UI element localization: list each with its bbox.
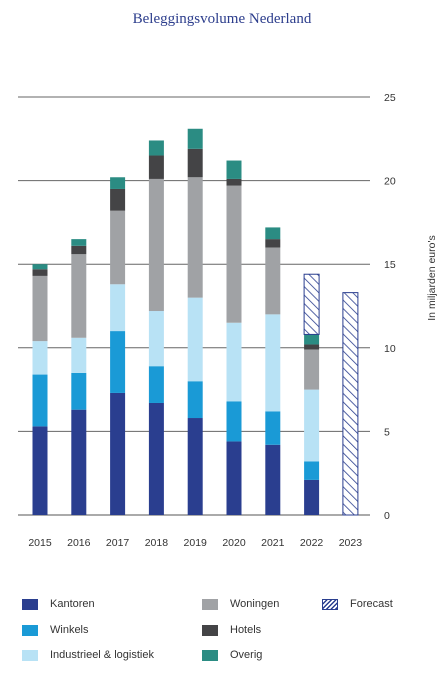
legend-swatch: [202, 625, 218, 636]
bar-segment: [148, 402, 164, 515]
y-tick-label: 25: [384, 92, 396, 104]
bar-segment: [265, 239, 281, 248]
bar-segment: [226, 322, 242, 402]
legend-label: Woningen: [230, 598, 280, 610]
y-tick-label: 20: [384, 176, 396, 188]
y-axis-label: In miljarden euro's: [426, 235, 438, 320]
bar-segment: [187, 297, 203, 382]
bar-segment: [32, 341, 48, 375]
bar-segment: [110, 392, 126, 515]
bar-segment: [71, 337, 87, 373]
bar-segment: [304, 349, 320, 390]
bar-segment: [265, 247, 281, 315]
bar-segment: [226, 178, 242, 186]
legend-swatch: [202, 650, 218, 661]
bar-segment: [110, 210, 126, 285]
bar-segment: [110, 331, 126, 393]
bar-segment: [32, 426, 48, 515]
x-tick-label: 2022: [300, 537, 324, 549]
bar-segment: [303, 273, 320, 335]
bar-segment: [187, 148, 203, 178]
bar-segment: [148, 140, 164, 156]
bar-segment: [32, 374, 48, 427]
legend-swatch: [322, 599, 338, 610]
bar-segment: [226, 160, 242, 179]
legend-label: Hotels: [230, 624, 262, 636]
y-tick-label: 15: [384, 259, 396, 271]
x-tick-label: 2019: [184, 537, 208, 549]
bar-segment: [265, 444, 281, 515]
bar-segment: [304, 344, 320, 350]
bar-segment: [110, 188, 126, 211]
legend-swatch: [22, 599, 38, 610]
legend-swatch: [22, 625, 38, 636]
bar-segment: [342, 292, 359, 516]
y-tick-label: 0: [384, 510, 390, 522]
bar-segment: [187, 418, 203, 515]
bar-segment: [148, 311, 164, 367]
bar-segment: [32, 269, 48, 276]
bar-segment: [32, 275, 48, 342]
bar-segment: [148, 366, 164, 403]
x-tick-label: 2016: [67, 537, 91, 549]
bar-segment: [265, 227, 281, 240]
bar-segment: [304, 334, 320, 345]
bar-segment: [265, 411, 281, 445]
bar-segment: [226, 401, 242, 442]
bar-segment: [148, 155, 164, 179]
bar-segment: [187, 177, 203, 298]
bar-segment: [304, 479, 320, 515]
x-tick-label: 2017: [106, 537, 130, 549]
x-tick-label: 2021: [261, 537, 285, 549]
bar-segment: [71, 245, 87, 255]
x-tick-label: 2015: [28, 537, 52, 549]
bar-segment: [265, 314, 281, 412]
bar-segment: [148, 178, 164, 312]
legend-label: Kantoren: [50, 598, 95, 610]
x-tick-label: 2020: [222, 537, 246, 549]
legend-swatch: [202, 599, 218, 610]
legend-swatch: [22, 650, 38, 661]
legend-label: Forecast: [350, 598, 393, 610]
bar-segment: [32, 264, 48, 270]
bar-segment: [110, 284, 126, 332]
bar-segment: [187, 128, 203, 149]
bar-segment: [71, 239, 87, 246]
bar-segment: [226, 185, 242, 323]
x-tick-label: 2023: [339, 537, 363, 549]
bar-segment: [71, 372, 87, 410]
legend-label: Industrieel & logistiek: [50, 649, 154, 661]
bar-segment: [71, 254, 87, 338]
legend-label: Winkels: [50, 624, 89, 636]
legend-label: Overig: [230, 649, 263, 661]
bar-segment: [304, 461, 320, 480]
bar-segment: [187, 381, 203, 419]
bar-segment: [304, 389, 320, 462]
y-tick-label: 5: [384, 426, 390, 438]
bar-segment: [71, 409, 87, 515]
x-tick-label: 2018: [145, 537, 169, 549]
y-tick-label: 10: [384, 343, 396, 355]
bar-segment: [226, 441, 242, 515]
chart-title: Beleggingsvolume Nederland: [132, 11, 312, 27]
bar-segment: [110, 177, 126, 189]
